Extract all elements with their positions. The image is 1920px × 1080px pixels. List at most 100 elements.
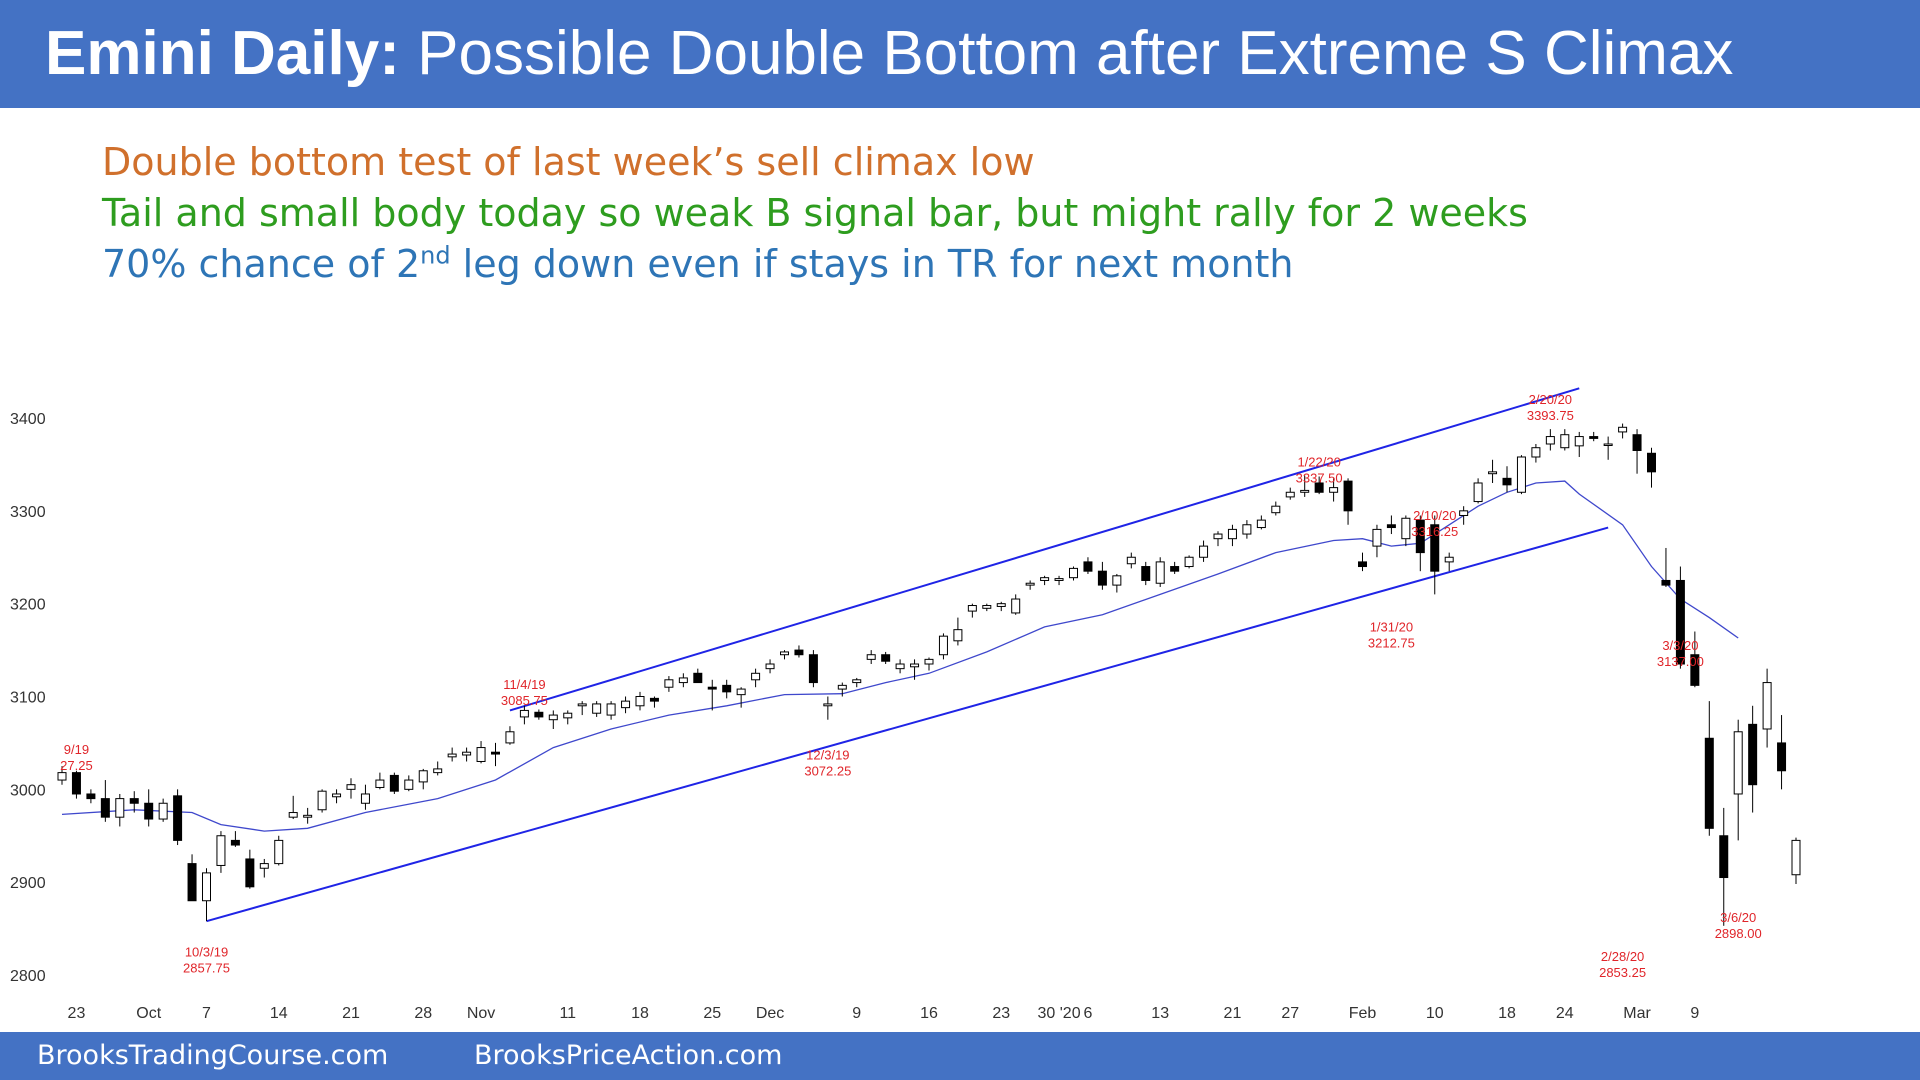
bull-candle: [664, 679, 674, 688]
price-annotation: 1/22/20: [1297, 454, 1340, 469]
y-tick-label: 3400: [10, 411, 46, 428]
x-tick-label: 23: [68, 1005, 86, 1022]
price-annotation: 2857.75: [183, 960, 230, 975]
bull-candle: [1242, 524, 1252, 535]
title-banner: Emini Daily: Possible Double Bottom afte…: [0, 0, 1920, 108]
bear-candle: [1632, 434, 1642, 451]
bull-candle: [158, 802, 168, 820]
bear-candle: [722, 684, 732, 693]
bull-candle: [274, 839, 284, 865]
bull-candle: [1372, 528, 1382, 547]
title-rest: Possible Double Bottom after Extreme S C…: [417, 19, 1734, 88]
bear-candle: [389, 774, 399, 792]
upper-channel-line: [509, 387, 1580, 712]
lower-channel-line: [206, 526, 1609, 923]
x-tick-label: Nov: [467, 1005, 495, 1022]
bear-candle: [1343, 480, 1353, 512]
bear-candle: [245, 858, 255, 888]
bear-candle: [173, 795, 183, 841]
bear-candle: [1690, 654, 1700, 686]
bull-candle: [57, 772, 67, 781]
bull-candle: [519, 709, 529, 718]
x-tick-label: 10: [1426, 1005, 1444, 1022]
x-tick-label: 30 '20: [1038, 1005, 1081, 1022]
bull-candle: [1762, 682, 1772, 730]
bull-candle: [635, 696, 645, 707]
bull-candle: [1574, 436, 1584, 447]
bear-candle: [794, 649, 804, 656]
footer-right-link[interactable]: BrooksPriceAction.com: [474, 1040, 783, 1071]
candlestick-chart: 2800 2900 3000 3100 3200 3300 3400 23 Oct 7 14 21 28…: [10, 387, 1801, 1022]
bull-candle: [1011, 598, 1021, 614]
y-tick-label: 3300: [10, 504, 46, 521]
bull-candle: [910, 663, 920, 668]
x-tick-label: 21: [1224, 1005, 1242, 1022]
bull-candle: [736, 688, 746, 696]
price-annotation: 2898.00: [1715, 926, 1762, 941]
bull-candle: [751, 672, 761, 681]
bull-candle: [866, 654, 876, 660]
bull-candle: [476, 747, 486, 762]
y-tick-label: 3000: [10, 782, 46, 799]
price-annotation: 27.25: [60, 758, 93, 773]
bear-candle: [86, 793, 96, 800]
bull-candle: [1184, 556, 1194, 568]
y-tick-label: 2800: [10, 968, 46, 985]
bull-candle: [1545, 436, 1555, 445]
bull-candle: [1256, 519, 1266, 529]
bull-candle: [115, 798, 125, 818]
x-tick-label: 24: [1556, 1005, 1574, 1022]
bear-candle: [187, 863, 197, 902]
bull-candle: [592, 703, 602, 714]
bear-candle: [693, 672, 703, 684]
x-tick-label: 25: [703, 1005, 721, 1022]
bear-candle: [129, 798, 139, 804]
bull-candle: [462, 751, 472, 756]
x-tick-label: 28: [414, 1005, 432, 1022]
bull-candle: [346, 784, 356, 790]
bear-candle: [534, 711, 544, 718]
ema-line: [61, 480, 1739, 832]
footer-banner: BrooksTradingCourse.com BrooksPriceActio…: [0, 1032, 1920, 1080]
price-annotation: 3/3/20: [1662, 638, 1698, 653]
bull-candle: [1126, 556, 1136, 565]
bull-candle: [505, 731, 515, 744]
price-annotation: 1/31/20: [1370, 620, 1413, 635]
footer-left-link[interactable]: BrooksTradingCourse.com: [37, 1040, 389, 1071]
bull-candle: [852, 679, 862, 684]
bull-candle: [1040, 577, 1050, 581]
bull-candle: [375, 779, 385, 788]
bull-candle: [1199, 545, 1209, 558]
bear-candle: [1430, 524, 1440, 572]
bear-candle: [1502, 477, 1512, 486]
bull-candle: [1473, 482, 1483, 503]
bear-candle: [1748, 723, 1758, 786]
bear-candle: [1083, 561, 1093, 572]
x-tick-label: 9: [852, 1005, 861, 1022]
bear-candle: [707, 686, 717, 690]
bull-candle: [433, 768, 443, 774]
x-tick-label: 23: [992, 1005, 1010, 1022]
note-line-3-end: leg down even if stays in TR for next mo…: [450, 242, 1294, 286]
bear-candle: [100, 798, 110, 818]
bull-candle: [621, 700, 631, 709]
bear-candle: [881, 654, 891, 662]
bull-candle: [1069, 567, 1078, 579]
page-title: Emini Daily: Possible Double Bottom afte…: [45, 18, 1733, 90]
bull-candle: [1300, 489, 1310, 493]
bull-candle: [563, 712, 573, 719]
price-annotation: 3212.75: [1368, 636, 1415, 651]
bull-candle: [1054, 578, 1064, 581]
price-annotation: 3316.25: [1411, 524, 1458, 539]
price-annotation: 10/3/19: [185, 944, 228, 959]
y-tick-label: 2900: [10, 875, 46, 892]
y-tick-label: 3200: [10, 597, 46, 614]
x-tick-label: 6: [1083, 1005, 1092, 1022]
bull-candle: [938, 635, 948, 656]
bull-candle: [1560, 434, 1570, 449]
bull-candle: [1791, 839, 1801, 876]
price-annotation: 3085.75: [501, 693, 548, 708]
bear-candle: [491, 751, 500, 755]
bull-candle: [837, 684, 847, 690]
bull-candle: [1025, 582, 1035, 586]
